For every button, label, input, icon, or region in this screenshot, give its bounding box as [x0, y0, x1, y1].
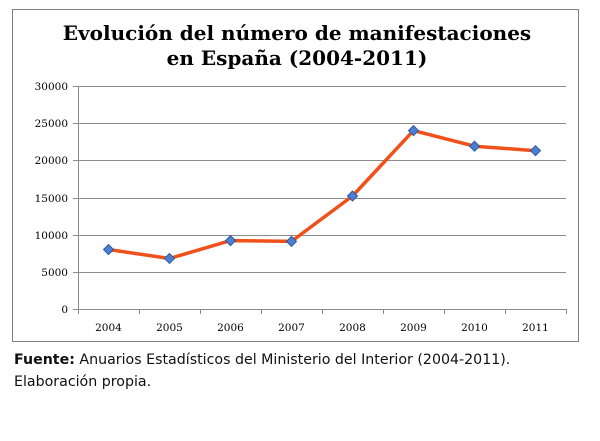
data-point-2010 [468, 140, 481, 152]
data-point-2007 [285, 235, 298, 248]
source-caption: Fuente: Anuarios Estadísticos del Minist… [14, 349, 589, 393]
data-point-2004 [102, 243, 115, 256]
x-tick-label-2006: 2006 [217, 322, 244, 334]
series [102, 124, 542, 265]
x-tick-label-2010: 2010 [461, 322, 488, 334]
caption-source-text: Anuarios Estadísticos del Ministerio del… [14, 352, 511, 390]
x-tick-label-2007: 2007 [278, 322, 305, 334]
data-point-2011 [529, 144, 542, 157]
chart-title-line-2: en España (2004-2011) [167, 46, 428, 70]
x-tick-label-2005: 2005 [156, 322, 183, 334]
y-tick-label-10000: 10000 [35, 230, 68, 242]
x-tick-label-2004: 2004 [95, 322, 122, 334]
data-point-2005 [163, 252, 176, 265]
y-tick-labels: 0 5000 10000 15000 20000 25000 30000 [35, 81, 68, 316]
series-line-0 [106, 128, 538, 261]
x-tick-label-2009: 2009 [400, 322, 427, 334]
x-tick-label-2008: 2008 [339, 322, 366, 334]
y-tick-label-30000: 30000 [35, 81, 68, 93]
y-tick-label-5000: 5000 [41, 267, 68, 279]
data-point-2006 [224, 234, 237, 247]
y-tick-label-25000: 25000 [35, 118, 68, 130]
caption-source-label: Fuente: [14, 352, 75, 368]
x-tick-labels: 2004 2005 2006 2007 2008 2009 2010 2011 [95, 322, 549, 334]
chart-title-line-1: Evolución del número de manifestaciones [63, 21, 531, 45]
chart-svg: Evolución del número de manifestaciones … [35, 21, 567, 334]
y-tick-label-0: 0 [61, 304, 68, 316]
data-point-2008 [346, 190, 359, 202]
axes [73, 86, 567, 314]
chart-frame: Evolución del número de manifestaciones … [12, 9, 579, 342]
y-tick-label-20000: 20000 [35, 155, 68, 167]
x-tick-label-2011: 2011 [522, 322, 549, 334]
data-point-2009 [407, 124, 420, 137]
chart-title-group: Evolución del número de manifestaciones … [63, 21, 531, 70]
y-tick-label-15000: 15000 [35, 193, 68, 205]
gridlines [78, 86, 566, 273]
